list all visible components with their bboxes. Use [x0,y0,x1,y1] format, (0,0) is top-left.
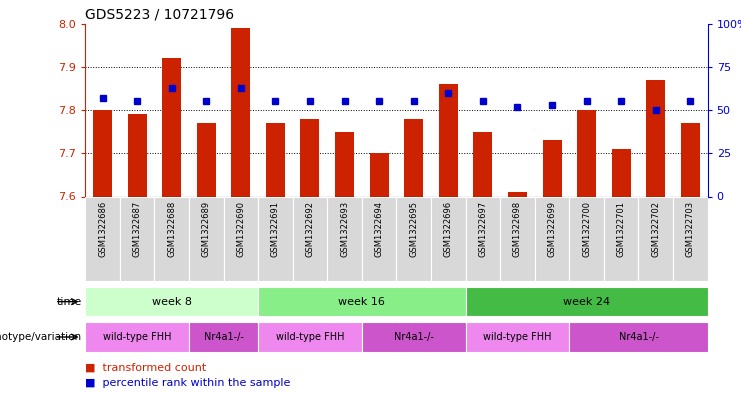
Bar [154,196,189,281]
Bar [189,196,224,281]
Bar [542,140,562,196]
Bar [681,123,700,196]
Bar [300,119,319,196]
Text: GSM1322695: GSM1322695 [409,201,418,257]
Bar [85,196,120,281]
Text: GSM1322699: GSM1322699 [548,201,556,257]
Text: GSM1322698: GSM1322698 [513,201,522,257]
Bar [673,196,708,281]
Text: GSM1322697: GSM1322697 [479,201,488,257]
Text: GSM1322694: GSM1322694 [375,201,384,257]
Bar [85,322,189,352]
Bar [196,123,216,196]
Bar [473,132,492,196]
Bar [162,58,181,196]
Bar [258,287,465,316]
Text: GSM1322689: GSM1322689 [202,201,210,257]
Bar [569,322,708,352]
Bar [120,196,154,281]
Text: wild-type FHH: wild-type FHH [103,332,171,342]
Bar [404,119,423,196]
Text: GSM1322690: GSM1322690 [236,201,245,257]
Text: Nr4a1-/-: Nr4a1-/- [204,332,244,342]
Text: GSM1322691: GSM1322691 [271,201,280,257]
Text: GSM1322701: GSM1322701 [617,201,625,257]
Text: GSM1322686: GSM1322686 [98,201,107,257]
Bar [189,322,258,352]
Bar [362,322,465,352]
Bar [577,110,596,196]
Bar [639,196,673,281]
Bar [465,287,708,316]
Bar [224,196,258,281]
Bar [85,287,258,316]
Text: week 16: week 16 [339,297,385,307]
Text: GSM1322688: GSM1322688 [167,201,176,257]
Bar [465,196,500,281]
Text: wild-type FHH: wild-type FHH [276,332,345,342]
Bar [328,196,362,281]
Bar [500,196,535,281]
Text: GSM1322692: GSM1322692 [305,201,314,257]
Bar [611,149,631,196]
Bar [231,28,250,196]
Bar [569,196,604,281]
Text: GSM1322696: GSM1322696 [444,201,453,257]
Text: GSM1322693: GSM1322693 [340,201,349,257]
Bar [266,123,285,196]
Text: GSM1322703: GSM1322703 [686,201,695,257]
Bar [370,153,388,196]
Bar [258,196,293,281]
Text: genotype/variation: genotype/variation [0,332,82,342]
Text: ■  transformed count: ■ transformed count [85,362,207,373]
Bar [508,192,527,196]
Bar [604,196,639,281]
Bar [439,84,458,196]
Text: GSM1322687: GSM1322687 [133,201,142,257]
Bar [335,132,354,196]
Text: week 24: week 24 [563,297,610,307]
Bar [535,196,569,281]
Text: GDS5223 / 10721796: GDS5223 / 10721796 [85,7,234,21]
Bar [93,110,112,196]
Text: wild-type FHH: wild-type FHH [483,332,552,342]
Text: ■  percentile rank within the sample: ■ percentile rank within the sample [85,378,290,388]
Text: Nr4a1-/-: Nr4a1-/- [393,332,433,342]
Bar [362,196,396,281]
Bar [465,322,569,352]
Bar [646,80,665,196]
Text: GSM1322700: GSM1322700 [582,201,591,257]
Bar [293,196,328,281]
Bar [258,322,362,352]
Text: time: time [56,297,82,307]
Bar [127,114,147,196]
Bar [431,196,465,281]
Text: GSM1322702: GSM1322702 [651,201,660,257]
Bar [396,196,431,281]
Text: Nr4a1-/-: Nr4a1-/- [619,332,659,342]
Text: week 8: week 8 [152,297,192,307]
